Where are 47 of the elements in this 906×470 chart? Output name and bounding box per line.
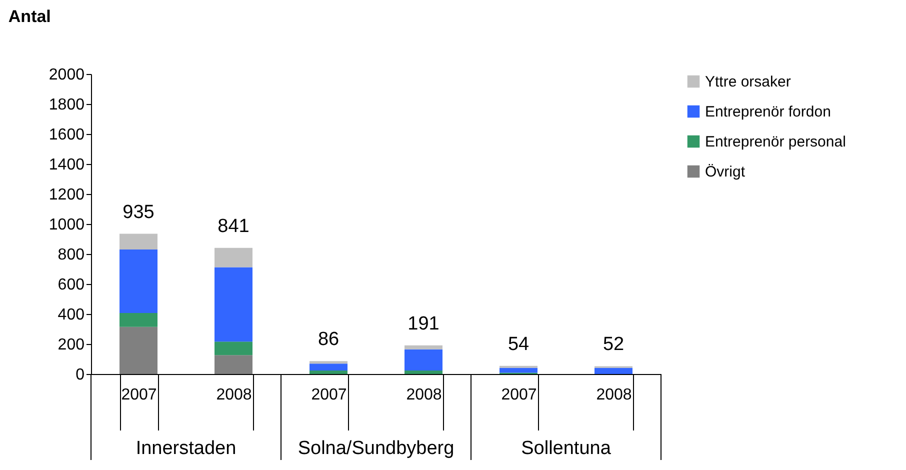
bar bbox=[214, 267, 252, 342]
bar bbox=[404, 345, 442, 350]
bar bbox=[214, 342, 252, 356]
bar bbox=[500, 368, 538, 373]
x-tick-label: 2008 bbox=[216, 386, 252, 404]
legend-label: Yttre orsaker bbox=[705, 74, 791, 90]
legend-label: Entreprenör fordon bbox=[705, 104, 831, 120]
x-tick-label: 2008 bbox=[406, 386, 442, 404]
bar bbox=[310, 364, 348, 371]
text: Solna/Sundbyberg bbox=[298, 438, 454, 459]
total-label: 54 bbox=[508, 334, 530, 355]
y-tick-label: 200 bbox=[58, 336, 85, 354]
x-tick-label: 2008 bbox=[596, 386, 632, 404]
y-tick-label: 1600 bbox=[48, 126, 85, 144]
total-label: 86 bbox=[318, 329, 340, 350]
legend-label: Övrigt bbox=[705, 164, 746, 180]
total-label: 191 bbox=[408, 313, 440, 334]
bar bbox=[214, 248, 252, 268]
legend-label: Entreprenör personal bbox=[705, 134, 846, 150]
text: Sollentuna bbox=[521, 438, 612, 459]
bar bbox=[120, 234, 158, 250]
y-tick-label: 1400 bbox=[48, 156, 85, 174]
x-tick-label: 2007 bbox=[121, 386, 157, 404]
total-label: 841 bbox=[218, 216, 250, 237]
x-tick-label: 2007 bbox=[311, 386, 347, 404]
y-tick-label: 1200 bbox=[48, 186, 85, 204]
bar bbox=[214, 355, 252, 374]
bar bbox=[404, 370, 442, 374]
x-tick-label: 2007 bbox=[501, 386, 537, 404]
bar bbox=[310, 361, 348, 364]
chart-title: Antal bbox=[8, 7, 51, 26]
bar bbox=[594, 368, 632, 374]
y-tick-label: 0 bbox=[76, 366, 85, 384]
bar bbox=[120, 250, 158, 313]
bar bbox=[120, 312, 158, 327]
y-tick-label: 400 bbox=[58, 306, 85, 324]
bar bbox=[404, 349, 442, 371]
y-tick-label: 1000 bbox=[48, 216, 85, 234]
bar bbox=[310, 370, 348, 374]
y-tick-label: 600 bbox=[58, 276, 85, 294]
y-tick-label: 2000 bbox=[48, 66, 85, 84]
y-tick-label: 800 bbox=[58, 246, 85, 264]
text: Innerstaden bbox=[136, 438, 236, 459]
y-tick-label: 1800 bbox=[48, 96, 85, 114]
total-label: 52 bbox=[602, 334, 624, 356]
total-label: 935 bbox=[122, 202, 154, 223]
bar bbox=[120, 326, 158, 374]
